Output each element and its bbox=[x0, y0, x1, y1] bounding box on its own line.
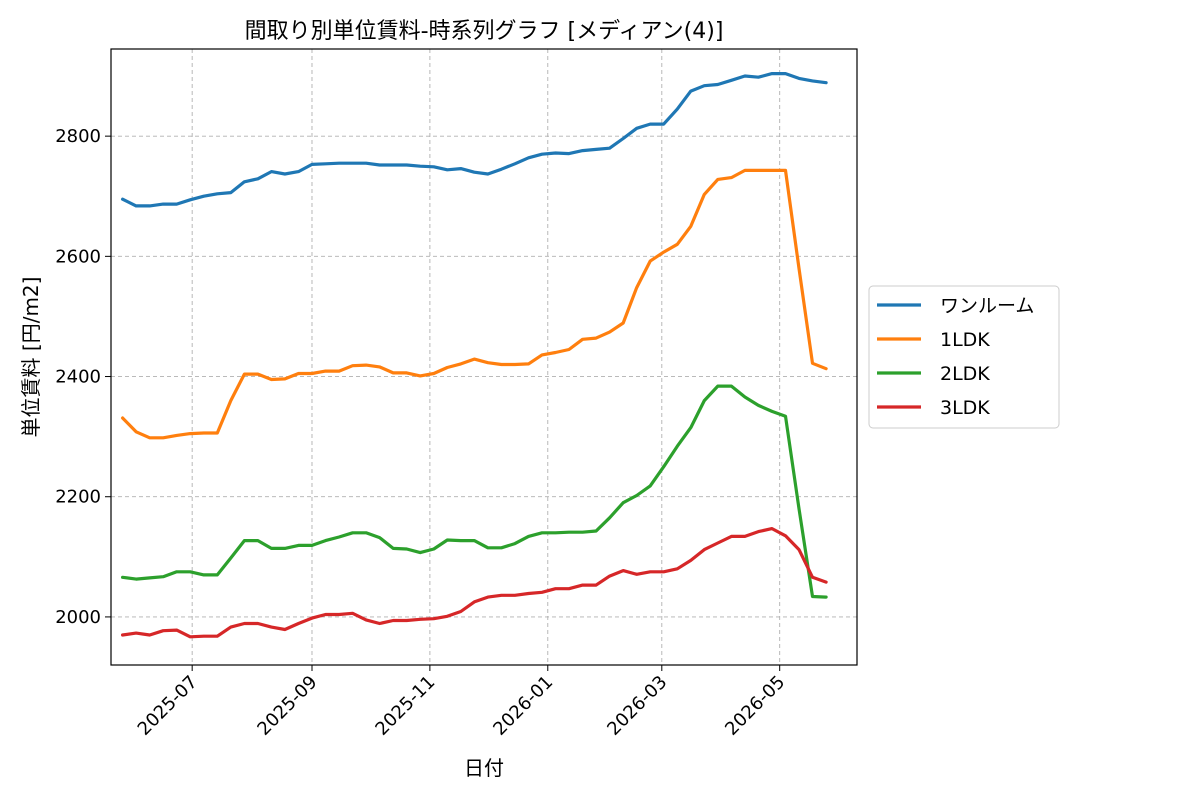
series-line-1 bbox=[120, 168, 828, 440]
x-tick-label: 2025-09 bbox=[253, 672, 321, 740]
chart-title: 間取り別単位賃料-時系列グラフ [メディアン(4)] bbox=[245, 19, 724, 44]
legend-frame bbox=[868, 285, 1060, 429]
x-axis: 2025-07 2025-09 2025-11 2026-01 2026-03 2026-… bbox=[134, 665, 789, 740]
x-tick-label: 2026-03 bbox=[603, 672, 671, 740]
x-tick-label: 2026-01 bbox=[489, 672, 557, 740]
y-tick-label: 2600 bbox=[55, 246, 101, 267]
x-tick-label: 2025-07 bbox=[134, 672, 202, 740]
y-tick-label: 2800 bbox=[55, 126, 101, 147]
x-tick-label: 2026-05 bbox=[721, 672, 789, 740]
legend-entry: 1LDK bbox=[940, 329, 990, 351]
y-tick-label: 2000 bbox=[55, 607, 101, 628]
series-line-3 bbox=[120, 526, 828, 639]
series-lines bbox=[120, 71, 828, 639]
x-tick-label: 2025-11 bbox=[371, 672, 439, 740]
legend-entry: 2LDK bbox=[940, 363, 990, 385]
y-tick-label: 2200 bbox=[55, 487, 101, 508]
legend-entry: 3LDK bbox=[940, 397, 990, 419]
x-axis-label: 日付 bbox=[464, 756, 504, 780]
series-line-0 bbox=[120, 71, 828, 208]
y-axis-label: 単位賃料 [円/m2] bbox=[19, 277, 43, 438]
legend-entry: ワンルーム bbox=[940, 295, 1034, 317]
legend: ワンルーム 1LDK 2LDK 3LDK bbox=[868, 285, 1060, 429]
grid bbox=[111, 49, 857, 665]
y-axis: 2000 2200 2400 2600 2800 bbox=[55, 126, 111, 628]
y-tick-label: 2400 bbox=[55, 367, 101, 388]
plot-frame bbox=[110, 48, 858, 666]
series-line-2 bbox=[120, 384, 828, 599]
